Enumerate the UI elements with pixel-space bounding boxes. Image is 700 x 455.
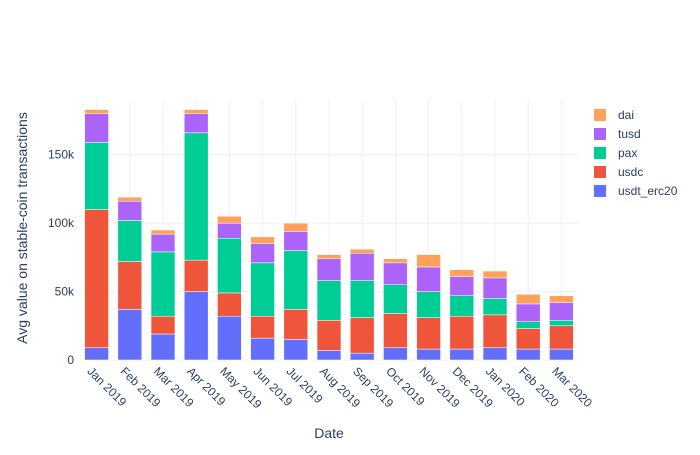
y-axis-ticks: 0 50k 100k 150k [48,148,75,367]
bar-pax[interactable] [117,220,143,262]
y-tick-label: 150k [48,148,75,162]
bar-pax[interactable] [84,142,109,210]
bar-dai[interactable] [416,254,441,268]
bar-usdt_erc20[interactable] [316,350,342,361]
bar-usdt_erc20[interactable] [416,348,441,361]
bar-usdt_erc20[interactable] [283,339,309,361]
legend-label-pax[interactable]: pax [618,146,637,160]
bar-tusd[interactable] [316,258,342,281]
bar-tusd[interactable] [449,276,475,296]
bar-usdc[interactable] [250,315,275,339]
legend-label-dai[interactable]: dai [618,108,634,122]
bar-tusd[interactable] [482,277,508,299]
bar-tusd[interactable] [183,113,209,134]
legend-label-usdc[interactable]: usdc [618,165,643,179]
bar-usdt_erc20[interactable] [482,347,508,361]
bar-usdt_erc20[interactable] [449,348,475,361]
bar-usdc[interactable] [449,315,475,350]
legend-label-tusd[interactable]: tusd [618,127,641,141]
bar-dai[interactable] [217,216,242,224]
legend-swatch-pax[interactable] [594,147,606,159]
bar-pax[interactable] [383,284,408,314]
bar-pax[interactable] [482,298,508,316]
bar-dai[interactable] [183,109,209,114]
bar-usdc[interactable] [84,209,109,348]
bar-pax[interactable] [150,251,176,317]
bar-dai[interactable] [316,254,342,259]
bar-tusd[interactable] [515,303,541,322]
bar-dai[interactable] [349,248,375,254]
bar-usdc[interactable] [316,320,342,351]
bar-usdt_erc20[interactable] [349,352,375,361]
legend-swatch-usdc[interactable] [594,166,606,178]
bar-dai[interactable] [84,109,109,114]
bar-pax[interactable] [250,262,275,317]
bar-usdc[interactable] [515,328,541,350]
bar-usdc[interactable] [283,309,309,340]
bar-pax[interactable] [183,132,209,261]
y-axis-title: Avg value on stable-coin transactions [14,112,30,344]
x-axis-title: Date [314,425,344,441]
bar-dai[interactable] [150,229,176,235]
bar-usdc[interactable] [416,317,441,350]
bar-pax[interactable] [416,291,441,318]
bar-pax[interactable] [349,280,375,318]
bar-pax[interactable] [549,320,574,327]
bar-usdt_erc20[interactable] [383,347,408,361]
bar-tusd[interactable] [283,231,309,251]
bar-tusd[interactable] [250,243,275,264]
bar-usdc[interactable] [349,317,375,354]
y-tick-label: 100k [48,216,75,230]
bar-dai[interactable] [383,258,408,264]
bar-usdc[interactable] [549,325,574,350]
bar-usdc[interactable] [217,292,242,317]
bar-usdt_erc20[interactable] [549,348,574,361]
bar-usdt_erc20[interactable] [515,348,541,361]
bar-tusd[interactable] [84,113,109,143]
bar-tusd[interactable] [383,262,408,285]
bar-dai[interactable] [515,294,541,305]
bar-dai[interactable] [117,196,143,202]
bar-pax[interactable] [217,237,242,294]
bar-usdt_erc20[interactable] [150,333,176,361]
bar-dai[interactable] [449,269,475,277]
bar-tusd[interactable] [150,233,176,253]
bar-dai[interactable] [482,270,508,279]
y-tick-label: 50k [55,285,75,299]
legend: dai tusd pax usdc usdt_erc20 [594,108,678,198]
bars-layer [84,109,574,361]
bar-usdc[interactable] [383,313,408,348]
legend-label-usdt_erc20[interactable]: usdt_erc20 [618,184,678,198]
bar-usdt_erc20[interactable] [117,309,143,361]
bar-pax[interactable] [316,280,342,321]
bar-pax[interactable] [515,321,541,329]
bar-tusd[interactable] [217,222,242,239]
bar-usdt_erc20[interactable] [217,315,242,361]
bar-usdt_erc20[interactable] [84,347,109,361]
legend-swatch-tusd[interactable] [594,128,606,140]
bar-usdc[interactable] [183,259,209,292]
bar-usdt_erc20[interactable] [250,337,275,361]
y-tick-label: 0 [67,353,74,367]
legend-swatch-dai[interactable] [594,109,606,121]
bar-usdc[interactable] [150,315,176,335]
bar-dai[interactable] [250,236,275,244]
legend-swatch-usdt_erc20[interactable] [594,185,606,197]
bar-usdt_erc20[interactable] [183,291,209,361]
bar-tusd[interactable] [117,201,143,221]
bar-dai[interactable] [283,222,309,232]
bar-pax[interactable] [283,250,309,310]
bar-tusd[interactable] [349,253,375,281]
bar-usdc[interactable] [482,314,508,348]
bar-tusd[interactable] [416,266,441,292]
bar-usdc[interactable] [117,261,143,310]
bar-dai[interactable] [549,295,574,303]
bar-pax[interactable] [449,295,475,317]
bar-tusd[interactable] [549,302,574,321]
